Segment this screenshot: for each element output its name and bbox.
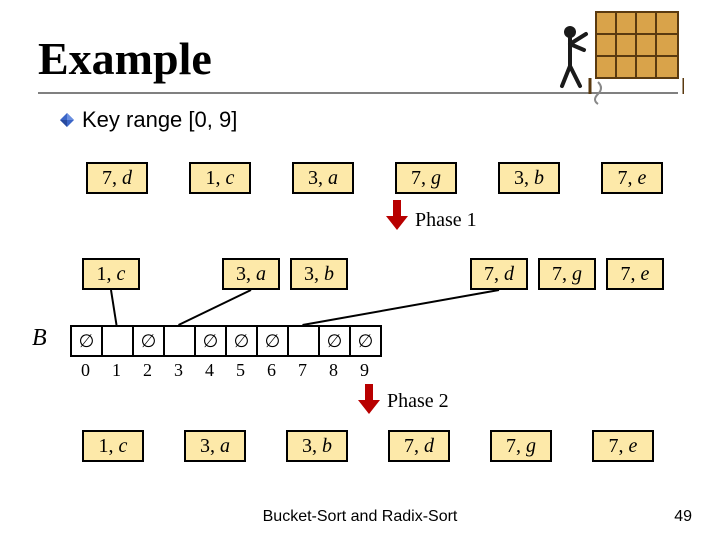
bucket-cell: ∅ <box>132 325 165 357</box>
bucket-index: 0 <box>70 360 101 381</box>
arrow-down-icon <box>358 384 380 414</box>
bucket-cell: ∅ <box>70 325 103 357</box>
bucket-index: 1 <box>101 360 132 381</box>
bucket-index: 9 <box>349 360 380 381</box>
bucket-cell <box>101 325 134 357</box>
bucket-index: 8 <box>318 360 349 381</box>
bucket-cell: ∅ <box>194 325 227 357</box>
bucket-index: 6 <box>256 360 287 381</box>
bucket-index: 7 <box>287 360 318 381</box>
bucket-index: 3 <box>163 360 194 381</box>
bucket-cell: ∅ <box>225 325 258 357</box>
bucket-cell: ∅ <box>318 325 351 357</box>
bucket-cell <box>163 325 196 357</box>
phase-2-label: Phase 2 <box>387 390 449 413</box>
bucket-indices: 0123456789 <box>70 360 380 381</box>
bucket-index: 5 <box>225 360 256 381</box>
bucket-cell <box>287 325 320 357</box>
sequence-node: 7, d <box>388 430 450 462</box>
output-sequence-row: 1, c 3, a 3, b 7, d 7, g 7, e <box>82 430 654 462</box>
sequence-node: 1, c <box>82 430 144 462</box>
bucket-index: 2 <box>132 360 163 381</box>
footer-text: Bucket-Sort and Radix-Sort <box>0 508 720 526</box>
bucket-cell: ∅ <box>256 325 289 357</box>
sequence-node: 3, a <box>184 430 246 462</box>
page-number: 49 <box>674 508 692 526</box>
bucket-index: 4 <box>194 360 225 381</box>
bucket-array: ∅∅∅∅∅∅∅ <box>70 325 382 357</box>
sequence-node: 3, b <box>286 430 348 462</box>
sequence-node: 7, g <box>490 430 552 462</box>
sequence-node: 7, e <box>592 430 654 462</box>
bucket-cell: ∅ <box>349 325 382 357</box>
